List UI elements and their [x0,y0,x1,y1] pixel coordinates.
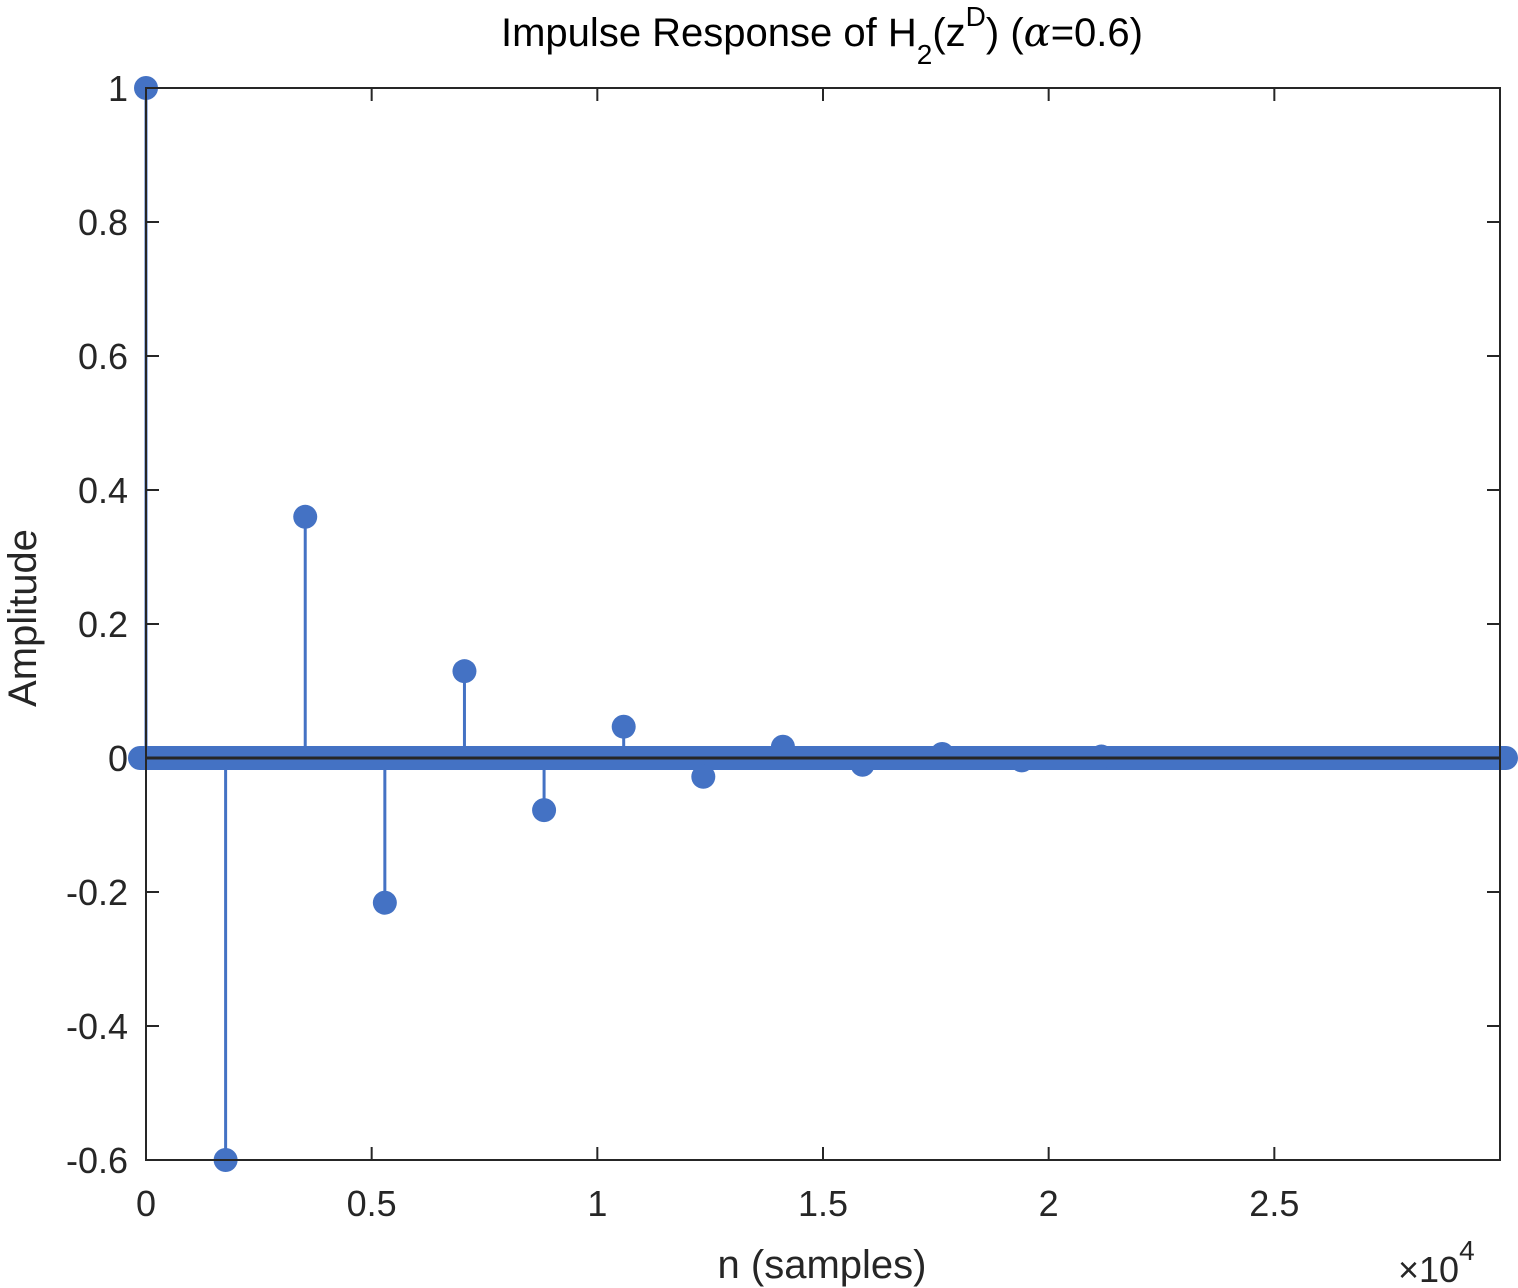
x-tick-label: 0 [136,1183,156,1224]
x-axis-ticks: 0 0.5 1 1.5 2 2.5 [136,88,1299,1224]
stem-marker [770,734,795,759]
stem-marker [452,659,477,684]
x-tick-label: 1 [587,1183,607,1224]
y-axis-label: Amplitude [1,529,45,707]
stem-marker [372,890,397,915]
y-tick-label: -0.4 [66,1006,128,1047]
y-tick-label: 0.4 [78,470,128,511]
stem-marker [850,752,875,777]
y-tick-label: -0.6 [66,1140,128,1181]
stem-marker [1009,748,1034,773]
y-tick-label: -0.2 [66,872,128,913]
y-tick-label: 0 [108,738,128,779]
x-axis-exponent: ×104 [1398,1235,1475,1288]
x-tick-label: 2 [1039,1183,1059,1224]
stem-marker [293,504,318,529]
y-tick-label: 0.6 [78,336,128,377]
x-tick-label: 2.5 [1249,1183,1299,1224]
stem-marker [611,714,636,739]
x-tick-label: 0.5 [347,1183,397,1224]
stem-marker [532,798,557,823]
stem-marker [691,764,716,789]
y-tick-label: 1 [108,68,128,109]
stem-marker [930,741,955,766]
y-tick-label: 0.8 [78,202,128,243]
y-tick-label: 0.2 [78,604,128,645]
chart-title: Impulse Response of H2(zD) (α=0.6) [501,1,1143,70]
x-axis-label: n (samples) [718,1243,927,1287]
y-axis-ticks: -0.6 -0.4 -0.2 0 0.2 0.4 0.6 0.8 1 [66,68,1500,1181]
x-tick-label: 1.5 [798,1183,848,1224]
